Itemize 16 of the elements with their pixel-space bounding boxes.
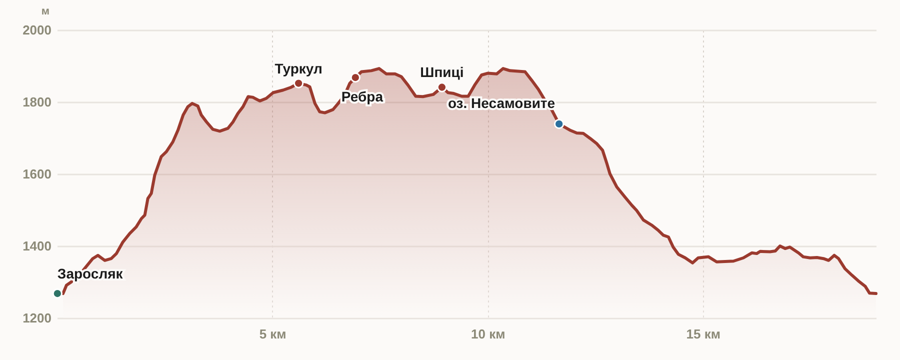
x-tick-label: 10 км	[471, 326, 506, 342]
x-tick-label: 5 км	[259, 326, 286, 342]
y-axis-title: м	[41, 6, 50, 18]
point	[293, 78, 304, 88]
annotation: Туркул	[274, 60, 322, 76]
y-tick-label: 2000	[22, 22, 52, 38]
x-tick-label: 15 км	[686, 326, 720, 342]
point	[52, 288, 63, 299]
point	[350, 72, 360, 83]
y-tick-label: 1800	[22, 94, 52, 110]
y-tick-label: 1200	[22, 310, 52, 326]
annotation: Шпиці	[420, 64, 464, 80]
point	[554, 118, 564, 130]
y-tick-label: 1400	[22, 238, 52, 254]
y-tick-label: 1600	[22, 166, 52, 182]
point	[436, 82, 448, 92]
